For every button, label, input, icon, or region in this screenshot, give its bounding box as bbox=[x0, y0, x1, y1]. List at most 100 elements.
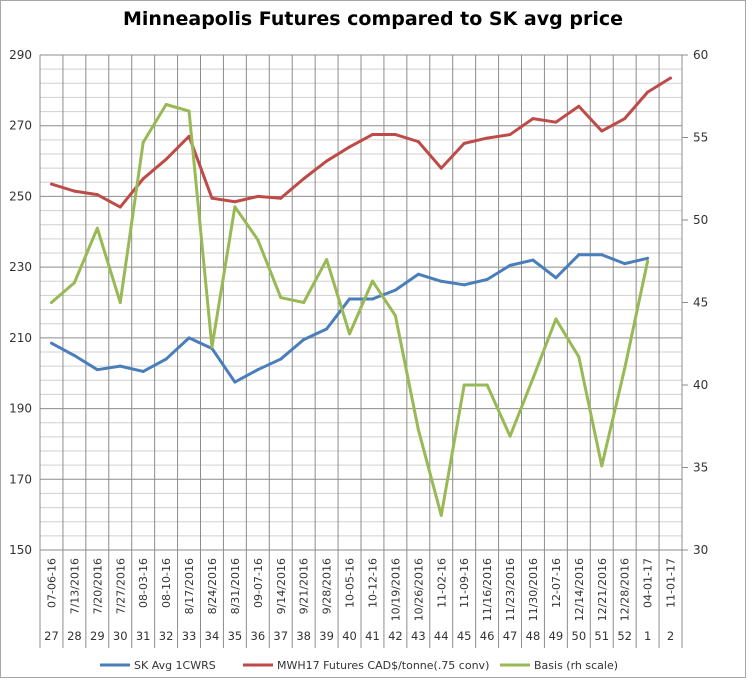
x-category-label: 07-06-16 bbox=[45, 558, 58, 608]
x-category-label: 8/17/2016 bbox=[183, 558, 196, 614]
data-point-2 bbox=[210, 345, 214, 349]
data-point-2 bbox=[508, 434, 512, 438]
data-point-2 bbox=[348, 332, 352, 336]
data-point-0 bbox=[164, 357, 168, 361]
week-number-label: 32 bbox=[159, 629, 174, 643]
x-category-label: 11/30/2016 bbox=[527, 558, 540, 621]
data-point-1 bbox=[393, 133, 397, 137]
data-point-2 bbox=[302, 301, 306, 304]
data-point-1 bbox=[462, 141, 466, 145]
legend-label-2: Basis (rh scale) bbox=[534, 659, 618, 672]
data-point-2 bbox=[531, 376, 535, 380]
y-left-tick-label: 270 bbox=[9, 119, 32, 133]
x-category-label: 9/28/2016 bbox=[321, 558, 334, 614]
week-number-label: 46 bbox=[480, 629, 495, 643]
data-point-2 bbox=[646, 259, 650, 263]
data-point-2 bbox=[554, 317, 558, 321]
week-number-label: 28 bbox=[67, 629, 82, 643]
x-category-label: 9/14/2016 bbox=[275, 558, 288, 614]
data-point-0 bbox=[393, 288, 397, 292]
data-point-1 bbox=[577, 104, 581, 108]
data-point-2 bbox=[279, 296, 283, 300]
data-point-1 bbox=[164, 157, 168, 161]
x-category-label: 11-09-16 bbox=[458, 558, 471, 608]
week-number-label: 47 bbox=[503, 629, 518, 643]
x-category-label: 9/21/2016 bbox=[298, 558, 311, 614]
data-point-2 bbox=[233, 205, 237, 209]
y-right-tick-label: 35 bbox=[693, 461, 708, 475]
week-number-label: 51 bbox=[594, 629, 609, 643]
data-point-1 bbox=[95, 193, 99, 197]
week-number-label: 42 bbox=[388, 629, 403, 643]
y-left-tick-label: 210 bbox=[9, 331, 32, 345]
week-number-label: 33 bbox=[182, 629, 197, 643]
y-left-tick-label: 170 bbox=[9, 472, 32, 486]
x-category-label: 8/31/2016 bbox=[229, 558, 242, 614]
data-point-0 bbox=[485, 278, 489, 282]
data-point-0 bbox=[95, 368, 99, 372]
data-point-1 bbox=[118, 205, 122, 209]
x-category-label: 04-01-17 bbox=[642, 558, 655, 608]
series-line-0 bbox=[50, 253, 648, 384]
data-point-1 bbox=[485, 136, 489, 140]
data-point-0 bbox=[72, 354, 76, 358]
x-category-label: 7/20/2016 bbox=[91, 558, 104, 614]
data-point-1 bbox=[325, 159, 329, 163]
data-point-2 bbox=[164, 103, 168, 106]
week-number-label: 35 bbox=[228, 629, 243, 643]
x-category-label: 12/14/2016 bbox=[573, 558, 586, 621]
data-point-0 bbox=[531, 258, 535, 262]
y-left-tick-label: 190 bbox=[9, 402, 32, 416]
x-category-label: 11-01-17 bbox=[665, 558, 678, 608]
data-point-2 bbox=[623, 367, 627, 370]
data-point-0 bbox=[302, 338, 306, 342]
legend-label-1: MWH17 Futures CAD$/tonne(.75 conv) bbox=[277, 659, 489, 672]
week-number-label: 38 bbox=[296, 629, 311, 643]
week-number-label: 27 bbox=[44, 629, 59, 643]
x-category-label: 11/16/2016 bbox=[481, 558, 494, 621]
data-point-0 bbox=[416, 272, 420, 276]
week-number-label: 36 bbox=[251, 629, 266, 643]
x-category-label: 10-05-16 bbox=[344, 558, 357, 608]
data-point-2 bbox=[485, 383, 489, 387]
data-point-0 bbox=[233, 380, 237, 384]
data-point-2 bbox=[370, 279, 374, 283]
x-category-label: 11-02-16 bbox=[435, 558, 448, 608]
y-right-tick-label: 55 bbox=[693, 131, 708, 145]
data-point-0 bbox=[600, 253, 604, 257]
data-point-0 bbox=[623, 262, 627, 266]
x-category-label: 8/24/2016 bbox=[206, 558, 219, 614]
data-point-0 bbox=[325, 327, 329, 331]
data-point-1 bbox=[623, 117, 627, 121]
data-point-2 bbox=[118, 301, 122, 304]
data-point-1 bbox=[669, 76, 673, 80]
data-point-0 bbox=[187, 336, 191, 340]
data-point-2 bbox=[462, 383, 466, 387]
y-left-tick-label: 230 bbox=[9, 260, 32, 274]
data-point-0 bbox=[279, 357, 283, 361]
y-right-tick-label: 50 bbox=[693, 213, 708, 227]
data-point-0 bbox=[646, 256, 650, 260]
data-point-1 bbox=[49, 182, 53, 186]
data-point-1 bbox=[600, 129, 604, 133]
data-point-1 bbox=[233, 200, 237, 204]
data-point-1 bbox=[210, 196, 214, 200]
week-number-label: 31 bbox=[136, 629, 151, 643]
y-right-tick-label: 30 bbox=[693, 543, 708, 557]
y-left-tick-label: 290 bbox=[9, 48, 32, 62]
data-point-0 bbox=[370, 297, 374, 301]
data-point-1 bbox=[531, 117, 535, 121]
data-point-0 bbox=[577, 253, 581, 257]
x-category-label: 08-10-16 bbox=[160, 558, 173, 608]
legend-label-0: SK Avg 1CWRS bbox=[134, 659, 216, 672]
x-category-label: 11/23/2016 bbox=[504, 558, 517, 621]
week-number-label: 49 bbox=[549, 629, 564, 643]
week-number-label: 39 bbox=[319, 629, 334, 643]
y-left-tick-label: 250 bbox=[9, 189, 32, 203]
week-number-label: 40 bbox=[342, 629, 357, 643]
week-number-label: 37 bbox=[273, 629, 288, 643]
x-category-label: 10/19/2016 bbox=[389, 558, 402, 621]
data-point-1 bbox=[554, 120, 558, 124]
